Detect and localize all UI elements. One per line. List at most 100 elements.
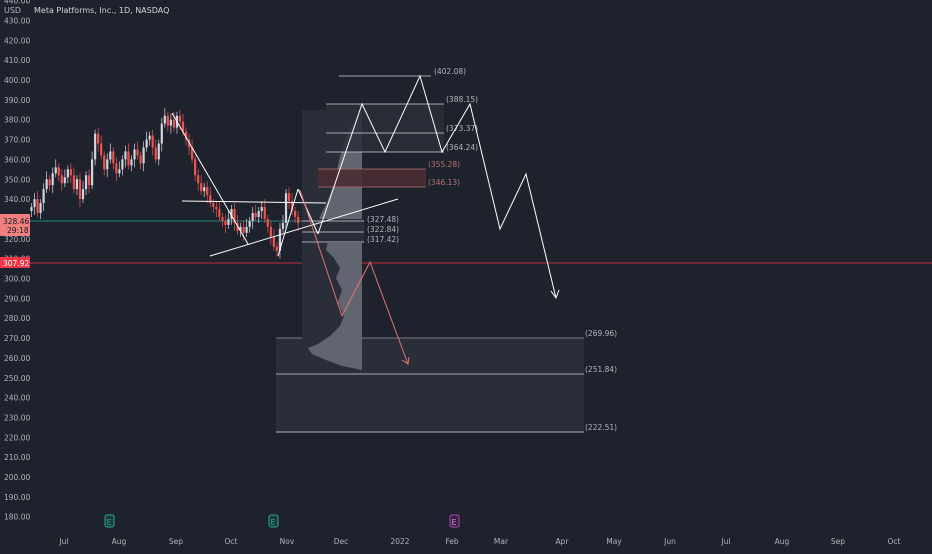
price-tick-label: 200.00 [4,473,30,482]
projection-path-red[interactable] [299,189,409,365]
candle-body [57,167,60,176]
time-axis[interactable]: Jul Aug Sep Oct Nov Dec 2022 Feb Mar Apr May Jun Jul… [58,537,900,546]
candle-body [160,123,163,144]
candle-body [221,216,224,221]
earnings-badge-3[interactable]: E [449,514,460,528]
candle-body [63,177,66,184]
time-tick-label: Jul [58,537,68,546]
time-tick-label: Oct [888,537,901,546]
price-tick-label: 370.00 [4,136,30,145]
earnings-badge-2[interactable]: E [268,514,279,528]
downtrend-line[interactable] [171,112,249,245]
candle-body [97,133,100,144]
projection-arrowhead-red [401,356,410,365]
candle-body [163,115,166,124]
candle-body [75,179,79,190]
wedge-line-b[interactable] [297,188,319,235]
label-317: (317.42) [367,235,399,244]
price-tick-label: 390.00 [4,96,30,105]
candle-body [130,159,133,166]
candle-body [60,175,63,184]
label-327: (327.48) [367,215,399,224]
candle-body [281,222,285,229]
earnings-badge-1[interactable]: E [104,514,115,528]
candle-body [218,209,221,217]
time-tick-label: Nov [280,537,295,546]
candle-body [103,155,106,170]
candle-body [118,169,121,174]
candle-body [69,169,72,176]
candle-body [91,159,94,186]
candle-body [48,179,51,186]
candle-body [121,159,124,170]
mid-zone[interactable] [302,219,364,243]
current-price-tag-bg [0,214,30,236]
candle-body [154,147,157,160]
time-tick-label: Sep [169,537,183,546]
earnings-badge-2-box [268,514,279,528]
candle-body [33,199,36,208]
candle-body [187,139,191,148]
price-tick-label: 400.00 [4,76,30,85]
candle-body [206,187,209,196]
candle-body [100,143,103,156]
candle-body [142,147,145,164]
candle-body [203,187,206,192]
red-level-tag[interactable]: 307.92 [0,257,30,268]
price-tick-label: 190.00 [4,493,30,502]
candle-body [36,199,39,213]
current-price-tag[interactable]: 328.46 29:18 [0,214,30,236]
price-tick-label: 260.00 [4,354,30,363]
candle-body [109,151,112,160]
price-tick-label: 410.00 [4,56,30,65]
candle-body [112,151,115,164]
candle-body [212,203,215,208]
price-tick-label: 340.00 [4,195,30,204]
label-373: (373.37) [446,124,478,133]
label-346: (346.13) [428,178,460,187]
candle-body [284,193,288,223]
candle-body [39,203,42,213]
price-tick-label: 430.00 [4,16,30,25]
candle-body [133,149,136,160]
candle-body [81,189,85,200]
price-tick-label: 180.00 [4,513,30,522]
horizontal-trend-line[interactable] [181,200,327,204]
label-322: (322.84) [367,225,399,234]
price-tick-label: 290.00 [4,294,30,303]
price-tick-label: 360.00 [4,155,30,164]
label-355: (355.28) [428,160,460,169]
time-tick-label: Feb [445,537,459,546]
candle-body [172,119,176,128]
candle-body [227,218,230,225]
candle-body [45,179,48,190]
candle-body [181,121,185,132]
candle-body [87,175,91,186]
candle-body [51,173,54,186]
label-251: (251.84) [585,365,617,374]
resistance-zone[interactable] [318,169,426,187]
earnings-badge-3-box [449,514,460,528]
time-tick-label: Aug [775,537,790,546]
time-tick-label: Mar [494,537,509,546]
upper-zone[interactable] [326,104,444,152]
candle-body [184,131,188,140]
candle-body [275,246,279,251]
wedge-line-a[interactable] [277,188,299,257]
projection-path-white[interactable] [317,74,557,299]
candle-body [197,175,200,184]
rising-trend-line[interactable] [209,198,399,257]
price-tick-label: 270.00 [4,334,30,343]
price-tick-label: 230.00 [4,413,30,422]
candle-body [200,183,203,192]
candle-body [157,143,160,160]
candles-group [30,107,300,259]
price-tick-label: 220.00 [4,433,30,442]
time-tick-label: Sep [831,537,845,546]
symbol-title: Meta Platforms, Inc., 1D, NASDAQ [34,6,169,15]
time-tick-label: May [606,537,622,546]
label-402: (402.08) [434,67,466,76]
time-tick-label: Dec [334,537,349,546]
